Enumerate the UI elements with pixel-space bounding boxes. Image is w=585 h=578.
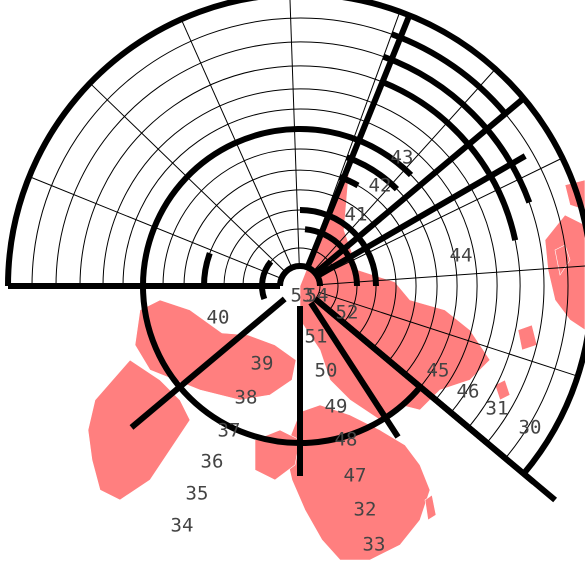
zone-boundary-radial [304,14,413,269]
zone-label-47: 47 [344,465,367,487]
zone-boundary-arc [259,259,274,301]
zone-label-34: 34 [171,515,194,537]
zone-label-37: 37 [218,420,241,442]
radial-line [289,0,300,267]
zone-label-46: 46 [457,381,480,403]
zone-label-35: 35 [186,483,209,505]
landmass [544,214,585,331]
zone-boundary-arc [338,174,360,189]
landmass [134,299,297,401]
landmass [517,324,538,351]
zone-label-44: 44 [450,245,473,267]
zone-label-32: 32 [354,499,377,521]
zone-boundary-radial [308,301,401,439]
zone-boundary-arc [5,0,585,476]
landmass [87,359,191,501]
zone-boundary-arc [390,31,508,116]
zone-boundary-arc [140,126,423,446]
zone-label-48: 48 [335,429,358,451]
zone-boundary-radial [315,153,527,279]
zone-label-39: 39 [251,353,274,375]
zone-label-30: 30 [519,417,542,439]
radial-line [318,291,578,377]
zone-label-45: 45 [427,360,450,382]
zone-label-54: 54 [306,285,329,307]
zone-boundary-arc [277,263,323,287]
zone-boundary-radial [129,296,287,430]
zone-label-50: 50 [315,360,338,382]
zone-label-31: 31 [486,398,509,420]
radial-line [319,265,585,286]
zone-label-33: 33 [363,534,386,556]
zone-label-49: 49 [325,396,348,418]
zone-label-40: 40 [207,307,230,329]
landmass [494,379,511,401]
zone-boundary-arc [382,53,533,204]
landmass [424,494,437,521]
zone-boundary-arc [299,207,379,287]
zone-label-52: 52 [336,302,359,324]
zone-boundary-arc [201,252,213,287]
zone-label-41: 41 [345,204,368,226]
zone-label-51: 51 [305,326,328,348]
zone-boundary-radial [313,296,558,503]
zone-label-43: 43 [391,147,414,169]
zone-label-42: 42 [369,175,392,197]
zone-label-38: 38 [235,387,258,409]
zone-boundary-radial [313,97,525,276]
zone-label-36: 36 [201,451,224,473]
zone-boundaries [5,0,585,503]
zone-label-53: 53 [291,285,314,307]
